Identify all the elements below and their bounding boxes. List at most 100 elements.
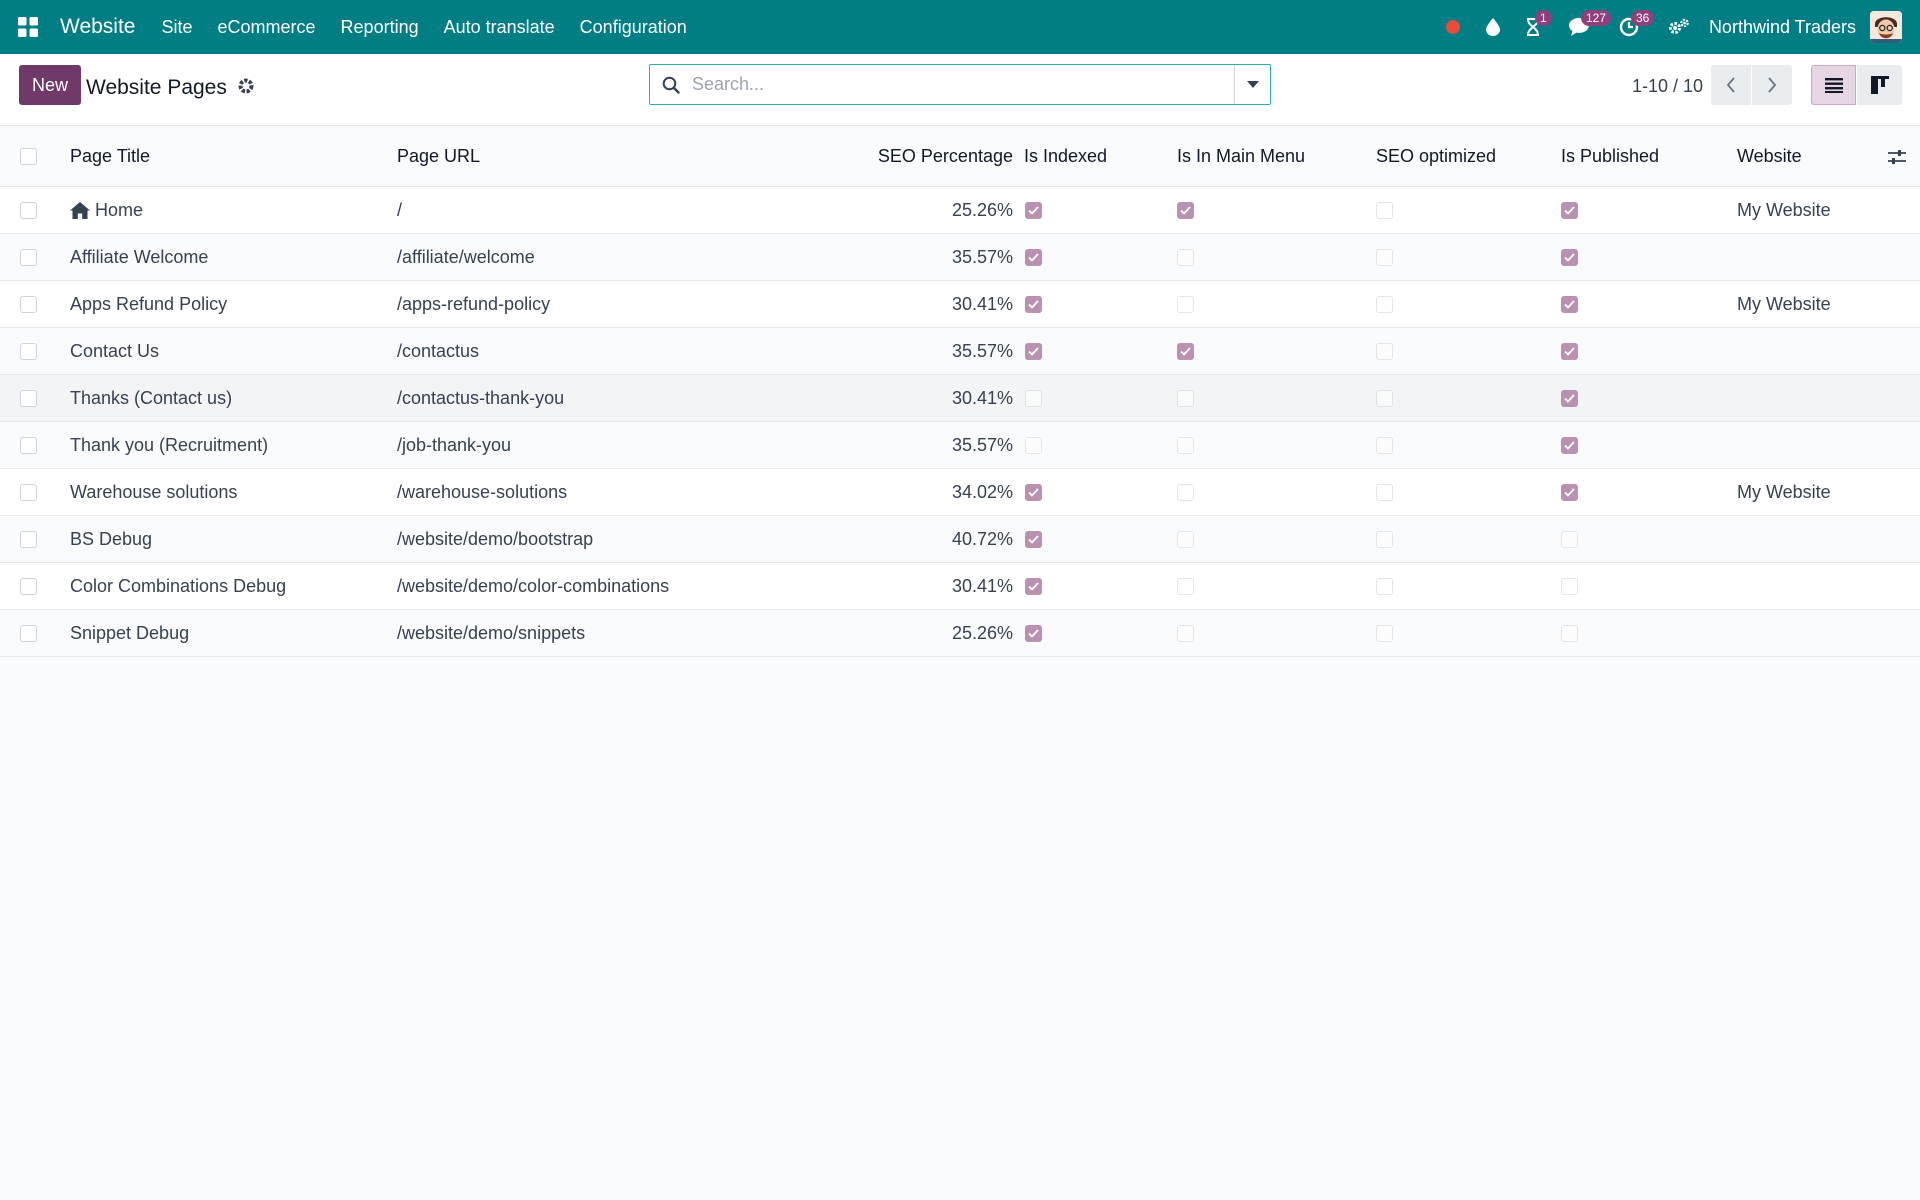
- row-seo-percentage[interactable]: 30.41%: [951, 575, 1013, 596]
- row-page-url[interactable]: /job-thank-you: [397, 434, 512, 455]
- is-in-main-menu-checkbox[interactable]: [1177, 469, 1194, 515]
- row-seo-percentage[interactable]: 35.57%: [951, 246, 1013, 267]
- is-indexed-checkbox[interactable]: [1025, 610, 1042, 656]
- row-page-title[interactable]: Thank you (Recruitment): [70, 422, 268, 468]
- row-page-url[interactable]: /warehouse-solutions: [397, 481, 568, 502]
- messages-icon[interactable]: 127: [1561, 0, 1611, 54]
- is-in-main-menu-checkbox[interactable]: [1177, 234, 1194, 280]
- header-page-title[interactable]: Page Title: [70, 146, 151, 166]
- new-button[interactable]: New: [19, 65, 82, 105]
- kanban-view-button[interactable]: [1857, 65, 1902, 105]
- table-row[interactable]: Thank you (Recruitment) /job-thank-you 35.…: [0, 422, 1920, 469]
- row-page-url[interactable]: /affiliate/welcome: [397, 246, 535, 267]
- is-indexed-checkbox[interactable]: [1025, 234, 1042, 280]
- row-seo-percentage[interactable]: 25.26%: [951, 199, 1013, 220]
- row-page-title[interactable]: Contact Us: [70, 328, 159, 374]
- is-published-checkbox[interactable]: [1561, 187, 1578, 233]
- row-seo-percentage[interactable]: 25.26%: [951, 622, 1013, 643]
- table-row[interactable]: Contact Us/contactus 35.57%: [0, 328, 1920, 375]
- search-options-toggle[interactable]: [1234, 65, 1270, 104]
- row-page-title[interactable]: Apps Refund Policy: [70, 281, 227, 327]
- hourglass-icon[interactable]: 1: [1515, 0, 1552, 54]
- is-in-main-menu-checkbox[interactable]: [1177, 187, 1194, 233]
- table-row[interactable]: Affiliate Welcome/affiliate/welcome 35.57…: [0, 234, 1920, 281]
- row-page-url[interactable]: /website/demo/bootstrap: [397, 528, 594, 549]
- row-page-url[interactable]: /: [397, 199, 403, 220]
- table-row[interactable]: Color Combinations Debug/website/demo/co…: [0, 563, 1920, 610]
- row-page-title[interactable]: BS Debug: [70, 516, 152, 562]
- row-select-checkbox[interactable]: [20, 422, 37, 468]
- row-select-checkbox[interactable]: [20, 187, 37, 233]
- row-website[interactable]: My Website: [1737, 481, 1831, 502]
- is-indexed-checkbox[interactable]: [1025, 328, 1042, 374]
- row-seo-percentage[interactable]: 40.72%: [951, 528, 1013, 549]
- table-row[interactable]: Warehouse solutions/warehouse-solutions 3…: [0, 469, 1920, 516]
- is-in-main-menu-checkbox[interactable]: [1177, 563, 1194, 609]
- list-view-button[interactable]: [1811, 65, 1856, 105]
- seo-optimized-checkbox[interactable]: [1376, 328, 1393, 374]
- menu-auto-translate[interactable]: Auto translate: [443, 16, 555, 37]
- is-indexed-checkbox[interactable]: [1025, 469, 1042, 515]
- row-select-checkbox[interactable]: [20, 375, 37, 421]
- table-row[interactable]: Thanks (Contact us) /contactus-thank-you 3…: [0, 375, 1920, 422]
- row-select-checkbox[interactable]: [20, 234, 37, 280]
- is-indexed-checkbox[interactable]: [1025, 422, 1042, 468]
- is-indexed-checkbox[interactable]: [1025, 563, 1042, 609]
- header-seo-percentage[interactable]: SEO Percentage: [877, 146, 1013, 166]
- row-select-checkbox[interactable]: [20, 469, 37, 515]
- is-in-main-menu-checkbox[interactable]: [1177, 422, 1194, 468]
- seo-optimized-checkbox[interactable]: [1376, 375, 1393, 421]
- is-published-checkbox[interactable]: [1561, 610, 1578, 656]
- row-seo-percentage[interactable]: 34.02%: [951, 481, 1013, 502]
- app-name[interactable]: Website: [60, 15, 136, 38]
- is-published-checkbox[interactable]: [1561, 563, 1578, 609]
- row-page-title[interactable]: Affiliate Welcome: [70, 234, 208, 280]
- menu-configuration[interactable]: Configuration: [579, 16, 687, 37]
- seo-optimized-checkbox[interactable]: [1376, 516, 1393, 562]
- company-switcher[interactable]: Northwind Traders: [1708, 16, 1856, 37]
- row-select-checkbox[interactable]: [20, 563, 37, 609]
- table-row[interactable]: Home / 25.26% My Website: [0, 187, 1920, 234]
- row-page-title[interactable]: Warehouse solutions: [70, 469, 237, 515]
- is-published-checkbox[interactable]: [1561, 375, 1578, 421]
- table-row[interactable]: Snippet Debug/website/demo/snippets 25.26…: [0, 610, 1920, 657]
- header-is-in-main-menu[interactable]: Is In Main Menu: [1177, 146, 1306, 166]
- row-website[interactable]: My Website: [1737, 293, 1831, 314]
- search-input[interactable]: [692, 74, 1234, 95]
- row-select-checkbox[interactable]: [20, 328, 37, 374]
- optional-columns-icon[interactable]: [1888, 127, 1906, 186]
- row-page-url[interactable]: /website/demo/snippets: [397, 622, 586, 643]
- row-page-title[interactable]: Snippet Debug: [70, 610, 189, 656]
- menu-ecommerce[interactable]: eCommerce: [217, 16, 316, 37]
- header-page-url[interactable]: Page URL: [397, 146, 481, 166]
- row-select-checkbox[interactable]: [20, 516, 37, 562]
- row-seo-percentage[interactable]: 30.41%: [951, 293, 1013, 314]
- row-page-url[interactable]: /apps-refund-policy: [397, 293, 551, 314]
- is-indexed-checkbox[interactable]: [1025, 281, 1042, 327]
- user-avatar[interactable]: [1870, 11, 1902, 43]
- row-page-title[interactable]: Thanks (Contact us): [70, 375, 232, 421]
- is-indexed-checkbox[interactable]: [1025, 187, 1042, 233]
- apps-menu-icon[interactable]: [14, 13, 42, 41]
- is-in-main-menu-checkbox[interactable]: [1177, 328, 1194, 374]
- is-indexed-checkbox[interactable]: [1025, 516, 1042, 562]
- header-is-indexed[interactable]: Is Indexed: [1024, 146, 1108, 166]
- is-in-main-menu-checkbox[interactable]: [1177, 281, 1194, 327]
- header-is-published[interactable]: Is Published: [1561, 146, 1660, 166]
- row-page-title[interactable]: Color Combinations Debug: [70, 563, 286, 609]
- is-published-checkbox[interactable]: [1561, 516, 1578, 562]
- seo-optimized-checkbox[interactable]: [1376, 234, 1393, 280]
- row-seo-percentage[interactable]: 30.41%: [951, 387, 1013, 408]
- seo-optimized-checkbox[interactable]: [1376, 187, 1393, 233]
- is-published-checkbox[interactable]: [1561, 281, 1578, 327]
- menu-reporting[interactable]: Reporting: [340, 16, 419, 37]
- select-all-checkbox[interactable]: [20, 127, 37, 186]
- record-icon[interactable]: [1435, 0, 1471, 54]
- seo-optimized-checkbox[interactable]: [1376, 469, 1393, 515]
- is-in-main-menu-checkbox[interactable]: [1177, 516, 1194, 562]
- is-published-checkbox[interactable]: [1561, 234, 1578, 280]
- seo-optimized-checkbox[interactable]: [1376, 281, 1393, 327]
- header-seo-optimized[interactable]: SEO optimized: [1376, 146, 1497, 166]
- table-row[interactable]: BS Debug/website/demo/bootstrap 40.72%: [0, 516, 1920, 563]
- timer-icon[interactable]: 36: [1611, 0, 1655, 54]
